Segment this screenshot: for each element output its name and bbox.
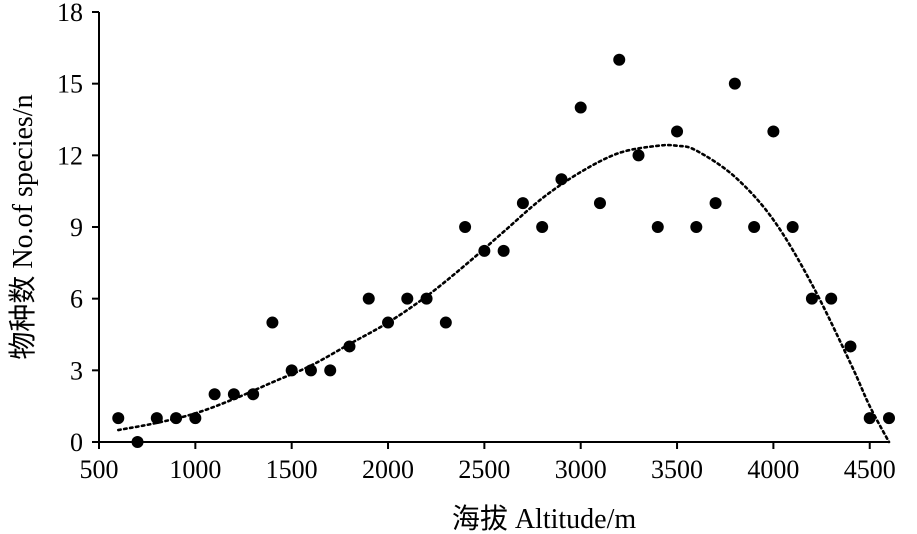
x-tick-label: 4000 xyxy=(747,455,799,484)
data-point xyxy=(343,340,356,353)
data-point xyxy=(150,412,163,425)
data-point xyxy=(574,101,587,114)
data-point xyxy=(767,125,780,138)
data-point xyxy=(227,388,240,401)
data-point xyxy=(170,412,183,425)
y-tick-label: 9 xyxy=(70,213,83,242)
data-point xyxy=(401,292,414,305)
data-point xyxy=(690,221,703,233)
trendline xyxy=(116,143,891,444)
data-point xyxy=(844,340,857,353)
data-point xyxy=(420,292,433,305)
data-point xyxy=(748,221,761,233)
x-tick-label: 3500 xyxy=(651,455,703,484)
data-point xyxy=(613,53,626,66)
data-point xyxy=(671,125,684,138)
data-point xyxy=(786,221,799,233)
data-points xyxy=(112,53,895,448)
x-tick-label: 1500 xyxy=(266,455,318,484)
data-point xyxy=(825,292,838,305)
data-point xyxy=(536,221,549,233)
data-point xyxy=(266,316,279,329)
data-point xyxy=(459,221,472,233)
data-point xyxy=(324,364,337,377)
data-point xyxy=(632,149,645,162)
y-tick-label: 3 xyxy=(70,356,83,385)
x-tick-label: 4500 xyxy=(844,455,896,484)
data-point xyxy=(651,221,664,233)
data-point xyxy=(555,173,568,186)
data-point xyxy=(208,388,221,401)
data-point xyxy=(805,292,818,305)
data-point xyxy=(883,412,895,425)
x-tick-label: 2000 xyxy=(362,455,414,484)
data-point xyxy=(439,316,452,329)
x-ticks: 500 1000 1500 2000 2500 3000 3500 4000 4500 xyxy=(80,442,896,484)
data-point xyxy=(497,244,510,257)
data-point xyxy=(709,197,722,210)
data-point xyxy=(112,412,125,425)
data-point xyxy=(304,364,317,377)
y-ticks: 0 3 6 9 12 15 18 xyxy=(57,0,99,457)
data-point xyxy=(131,436,144,448)
x-tick-label: 3000 xyxy=(555,455,607,484)
data-point xyxy=(189,412,202,425)
data-point xyxy=(728,77,741,90)
x-tick-label: 500 xyxy=(80,455,119,484)
data-point xyxy=(516,197,529,210)
data-point xyxy=(593,197,606,210)
data-point xyxy=(362,292,375,305)
data-point xyxy=(863,412,876,425)
x-axis-title: 海拔 Altitude/m xyxy=(452,503,637,534)
data-point xyxy=(382,316,395,329)
y-tick-label: 15 xyxy=(57,70,83,99)
data-point xyxy=(285,364,298,377)
data-point xyxy=(247,388,260,401)
x-tick-label: 1000 xyxy=(169,455,221,484)
y-axis-title: 物种数 No.of species/n xyxy=(7,94,39,359)
x-tick-label: 2500 xyxy=(458,455,510,484)
axes xyxy=(98,12,889,443)
y-tick-label: 6 xyxy=(70,285,83,314)
y-tick-label: 18 xyxy=(57,0,83,27)
y-tick-label: 0 xyxy=(70,428,83,457)
data-point xyxy=(478,244,491,257)
y-tick-label: 12 xyxy=(57,141,83,170)
